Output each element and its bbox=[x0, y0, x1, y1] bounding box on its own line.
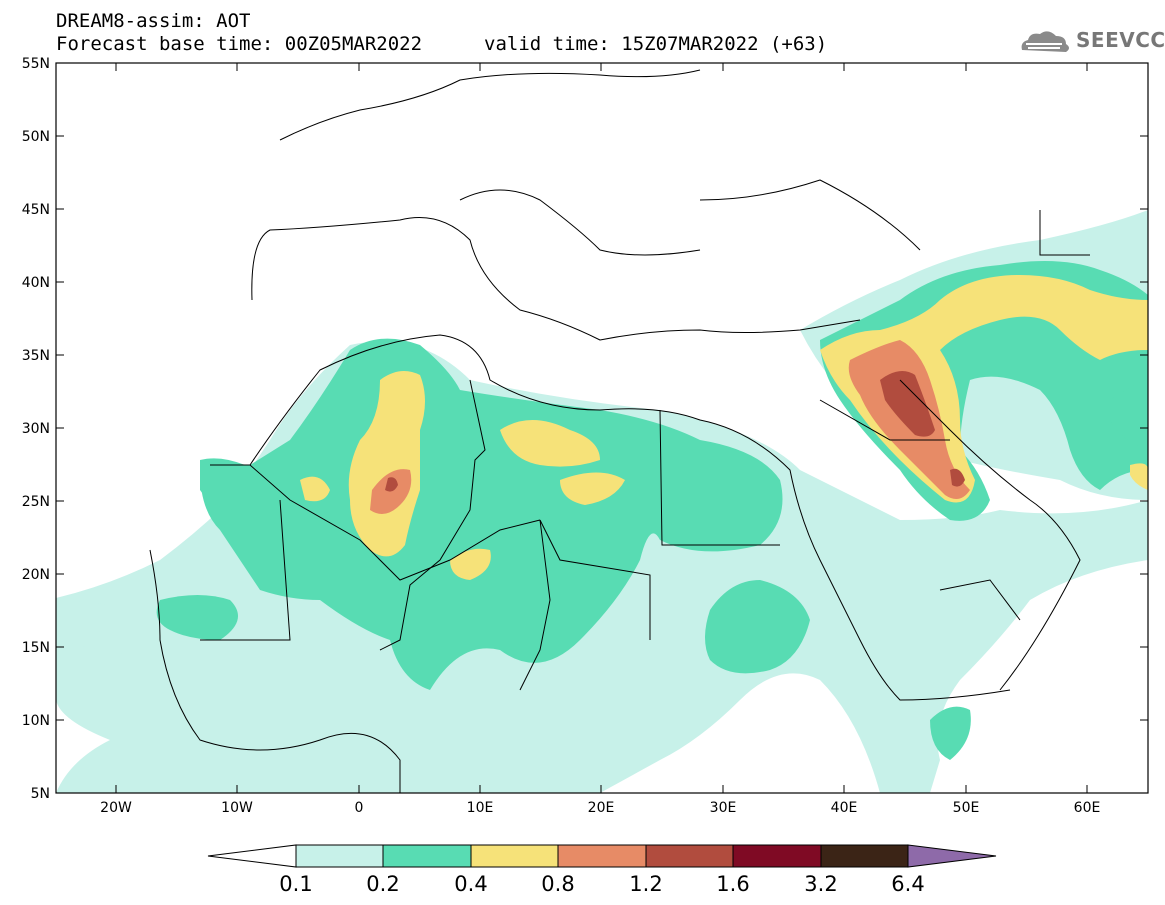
colorbar-label-0.4: 0.4 bbox=[454, 872, 487, 896]
colorbar-label-0.8: 0.8 bbox=[541, 872, 574, 896]
colorbar-swatch-2 bbox=[382, 844, 472, 868]
lat-label-25n: 25N bbox=[22, 494, 50, 510]
lon-label-50e: 50E bbox=[953, 800, 980, 816]
colorbar-swatch-1 bbox=[295, 844, 384, 868]
seevccc-logo bbox=[1021, 31, 1069, 52]
colorbar-label-1.6: 1.6 bbox=[716, 872, 749, 896]
lon-label-0: 0 bbox=[355, 800, 364, 816]
colorbar-swatch-3 bbox=[470, 844, 559, 868]
lat-label-15n: 15N bbox=[22, 640, 50, 656]
lat-label-40n: 40N bbox=[22, 275, 50, 291]
lon-label-10w: 10W bbox=[221, 800, 253, 816]
lat-label-30n: 30N bbox=[22, 421, 50, 437]
lat-label-50n: 50N bbox=[22, 129, 50, 145]
colorbar-swatch-4 bbox=[557, 844, 647, 868]
colorbar-low-arrow bbox=[207, 844, 297, 868]
lat-label-10n: 10N bbox=[22, 713, 50, 729]
lat-label-20n: 20N bbox=[22, 567, 50, 583]
aot-shading bbox=[56, 210, 1148, 793]
lon-label-20w: 20W bbox=[100, 800, 132, 816]
lat-label-5n: 5N bbox=[31, 786, 50, 802]
colorbar-labels: 0.1 0.2 0.4 0.8 1.2 1.6 3.2 6.4 bbox=[279, 872, 924, 896]
lat-label-45n: 45N bbox=[22, 202, 50, 218]
lat-label-55n: 55N bbox=[22, 56, 50, 72]
colorbar-label-6.4: 6.4 bbox=[891, 872, 924, 896]
colorbar-swatch-7 bbox=[820, 844, 909, 868]
colorbar-label-1.2: 1.2 bbox=[629, 872, 662, 896]
lat-label-35n: 35N bbox=[22, 348, 50, 364]
colorbar-label-0.1: 0.1 bbox=[279, 872, 312, 896]
lon-label-40e: 40E bbox=[831, 800, 858, 816]
lat-axis: 55N 50N 45N 40N 35N 30N 25N 20N 15N 10N … bbox=[22, 56, 1148, 802]
aot-level-1.2 bbox=[385, 371, 965, 492]
colorbar-label-0.2: 0.2 bbox=[366, 872, 399, 896]
lon-label-60e: 60E bbox=[1074, 800, 1101, 816]
lon-label-30e: 30E bbox=[710, 800, 737, 816]
colorbar-swatch-5 bbox=[645, 844, 734, 868]
valid-time: valid time: 15Z07MAR2022 (+63) bbox=[484, 33, 828, 55]
colorbar bbox=[207, 844, 997, 868]
lon-axis: 20W 10W 0 10E 20E 30E 40E 50E 60E bbox=[100, 63, 1100, 816]
colorbar-swatch-6 bbox=[732, 844, 822, 868]
coastlines bbox=[149, 69, 1090, 793]
colorbar-high-arrow bbox=[907, 844, 997, 868]
lon-label-10e: 10E bbox=[467, 800, 494, 816]
colorbar-label-3.2: 3.2 bbox=[804, 872, 837, 896]
map-title: DREAM8-assim: AOT bbox=[56, 10, 251, 32]
lon-label-20e: 20E bbox=[588, 800, 615, 816]
forecast-base-time: Forecast base time: 00Z05MAR2022 bbox=[56, 33, 423, 55]
logo-text: SEEVCCC bbox=[1076, 28, 1165, 52]
